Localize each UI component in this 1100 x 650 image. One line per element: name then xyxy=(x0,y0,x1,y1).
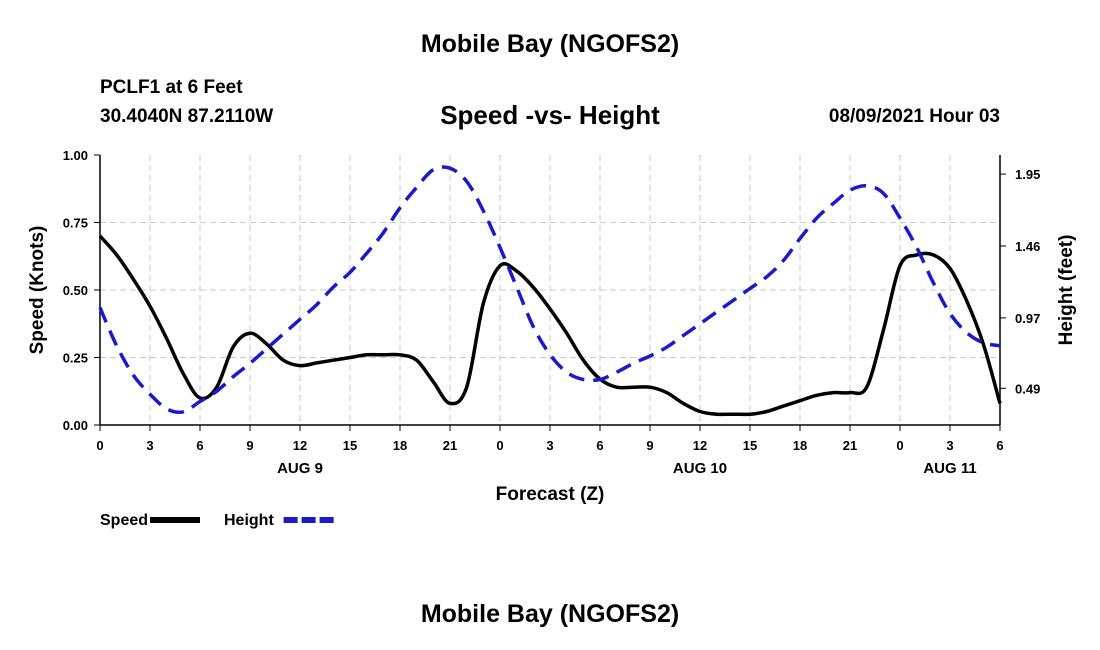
speed-height-chart: 0 3 6 9 12 15 18 21 0 3 6 9 12 15 18 21 0 3 6 AUG 9 AUG 10 AU… xyxy=(27,148,1077,529)
station-coordinates: 30.4040N 87.2110W xyxy=(100,106,274,127)
y-tick-label-right: 1.46 xyxy=(1015,239,1040,254)
legend-label-height: Height xyxy=(224,512,274,529)
x-tick-label: 3 xyxy=(946,438,953,453)
x-tick-label: 18 xyxy=(793,438,807,453)
forecast-datetime: 08/09/2021 Hour 03 xyxy=(828,106,1000,127)
x-tick-label: 9 xyxy=(246,438,253,453)
x-tick-label: 21 xyxy=(843,438,857,453)
x-tick-label: 0 xyxy=(896,438,903,453)
x-tick-label: 15 xyxy=(743,438,757,453)
series-line-speed xyxy=(98,234,1002,417)
y-tick-label-right: 1.95 xyxy=(1015,167,1040,182)
y-tick-label-left: 0.75 xyxy=(63,216,88,231)
chart-subtitle: Speed -vs- Height xyxy=(440,100,660,130)
x-tick-label: 21 xyxy=(443,438,457,453)
y-tick-label-left: 1.00 xyxy=(63,148,88,163)
x-tick-label: 18 xyxy=(393,438,407,453)
x-tick-label: 6 xyxy=(996,438,1003,453)
station-label: PCLF1 at 6 Feet xyxy=(100,77,243,98)
footer-title: Mobile Bay (NGOFS2) xyxy=(420,600,680,628)
y-tick-label-left: 0.50 xyxy=(63,283,88,298)
page-title: Mobile Bay (NGOFS2) xyxy=(420,30,680,58)
x-tick-label: 12 xyxy=(293,438,307,453)
x-tick-label: 15 xyxy=(343,438,357,453)
x-tick-label: 3 xyxy=(546,438,553,453)
y-axis-title-right: Height (feet) xyxy=(1056,235,1077,346)
x-day-label: AUG 11 xyxy=(923,460,976,477)
y-tick-label-right: 0.49 xyxy=(1015,381,1040,396)
y-axis-title-left: Speed (Knots) xyxy=(27,226,48,355)
x-tick-label: 9 xyxy=(646,438,653,453)
x-tick-label: 0 xyxy=(96,438,103,453)
legend-label-speed: Speed xyxy=(100,512,148,529)
x-tick-label: 3 xyxy=(146,438,153,453)
x-day-label: AUG 9 xyxy=(277,460,323,477)
x-tick-label: 6 xyxy=(596,438,603,453)
x-day-label: AUG 10 xyxy=(673,460,727,477)
y-tick-label-right: 0.97 xyxy=(1015,311,1040,326)
x-tick-label: 0 xyxy=(496,438,503,453)
y-tick-label-left: 0.25 xyxy=(63,351,88,366)
x-tick-label: 12 xyxy=(693,438,707,453)
grid-lines xyxy=(100,155,1000,425)
x-tick-label: 6 xyxy=(196,438,203,453)
y-tick-label-left: 0.00 xyxy=(63,418,88,433)
x-axis-title: Forecast (Z) xyxy=(496,484,605,505)
